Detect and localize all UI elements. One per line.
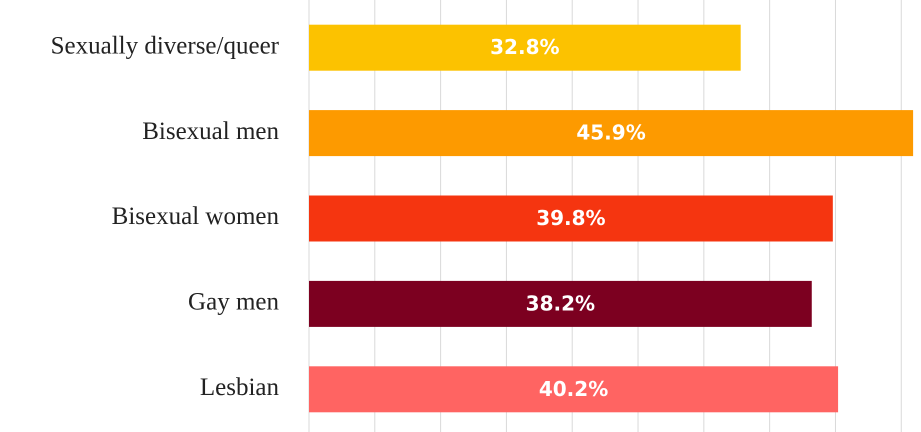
value-label: 40.2% — [539, 377, 608, 401]
bar — [309, 110, 914, 157]
value-label: 32.8% — [490, 35, 559, 59]
y-tick-label: Sexually diverse/queer — [51, 32, 280, 59]
y-tick-label: Gay men — [188, 289, 279, 316]
bar — [309, 366, 839, 413]
y-tick-label: Bisexual women — [112, 203, 280, 230]
value-label: 38.2% — [526, 291, 595, 315]
value-label: 39.8% — [536, 206, 605, 230]
y-tick-label: Bisexual men — [142, 118, 279, 145]
bar — [309, 195, 833, 242]
bar — [309, 24, 741, 71]
y-tick-label: Lesbian — [200, 374, 280, 401]
value-label: 45.9% — [576, 121, 645, 145]
bar — [309, 280, 812, 327]
